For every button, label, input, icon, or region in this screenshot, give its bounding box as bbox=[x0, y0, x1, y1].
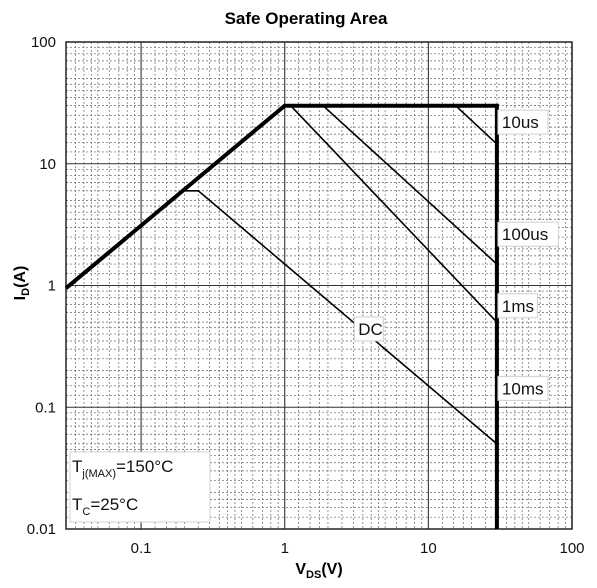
curve-label-10us: 10us bbox=[502, 113, 539, 132]
condition-tj: Tj(MAX)=150°C bbox=[72, 457, 173, 480]
y-tick-label: 0.01 bbox=[27, 521, 56, 538]
y-tick-label: 100 bbox=[31, 34, 56, 51]
condition-tj-suffix: =150°C bbox=[116, 457, 173, 476]
series-100us-line bbox=[455, 105, 498, 145]
y-axis-label: ID(A) bbox=[12, 266, 32, 301]
chart-title: Safe Operating Area bbox=[225, 9, 388, 28]
y-axis-label-suffix: (A) bbox=[12, 266, 29, 288]
curve-label-100us: 100us bbox=[502, 225, 548, 244]
curve-label-dc: DC bbox=[358, 320, 383, 339]
curve-labels: 10us 100us 1ms 10ms DC bbox=[353, 109, 559, 401]
x-axis-label: VDS(V) bbox=[295, 561, 342, 581]
condition-tc-suffix: =25°C bbox=[90, 495, 138, 514]
x-axis-label-main: V bbox=[295, 561, 306, 578]
y-tick-label: 0.1 bbox=[35, 399, 56, 416]
condition-tc-main: T bbox=[72, 495, 82, 514]
x-tick-label: 10 bbox=[420, 540, 437, 557]
condition-tc-sub: C bbox=[82, 506, 90, 518]
series-10us-line bbox=[64, 103, 499, 529]
curve-label-bg bbox=[497, 221, 559, 247]
curve-label-10ms: 10ms bbox=[502, 379, 544, 398]
y-axis-label-main: I bbox=[12, 296, 29, 300]
curve-label-bg bbox=[497, 109, 549, 135]
y-axis-label-sub: D bbox=[20, 288, 32, 296]
condition-tj-sub: j(MAX) bbox=[81, 468, 116, 480]
series-10ms-line bbox=[290, 105, 498, 323]
curve-label-bg bbox=[497, 375, 549, 401]
curve-label-bg bbox=[497, 293, 538, 319]
x-tick-label: 1 bbox=[281, 540, 289, 557]
condition-tj-main: T bbox=[72, 457, 82, 476]
y-tick-label: 10 bbox=[39, 156, 56, 173]
plot-frame bbox=[65, 41, 573, 530]
x-axis-label-sub: DS bbox=[306, 569, 321, 581]
condition-tc: TC=25°C bbox=[72, 495, 138, 518]
series-1ms-line bbox=[322, 105, 498, 265]
series-group bbox=[64, 103, 499, 529]
x-tick-label: 0.1 bbox=[131, 540, 152, 557]
curve-label-1ms: 1ms bbox=[502, 297, 534, 316]
y-tick-label: 1 bbox=[48, 278, 56, 295]
x-tick-label: 100 bbox=[559, 540, 584, 557]
tick-labels: 0.1 1 10 100 0.01 0.1 1 10 100 bbox=[27, 34, 585, 557]
x-axis-label-suffix: (V) bbox=[321, 561, 342, 578]
curve-label-bg bbox=[353, 316, 384, 342]
series-dc-line bbox=[184, 190, 498, 445]
conditions-box bbox=[69, 451, 211, 523]
